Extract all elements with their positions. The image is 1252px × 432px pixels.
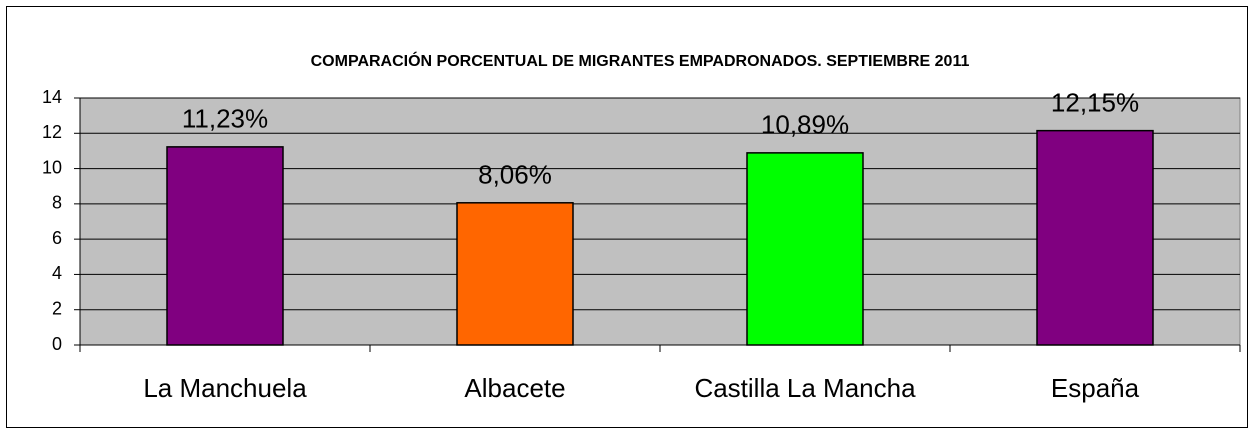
y-tick-label: 8 xyxy=(52,193,62,213)
y-tick-label: 14 xyxy=(42,87,62,107)
x-tick-label: Castilla La Mancha xyxy=(694,373,916,403)
chart-title: COMPARACIÓN PORCENTUAL DE MIGRANTES EMPA… xyxy=(311,51,970,70)
value-label: 8,06% xyxy=(478,160,552,190)
y-tick-label: 0 xyxy=(52,334,62,354)
y-tick-label: 12 xyxy=(42,122,62,142)
bar xyxy=(166,146,284,346)
y-tick-label: 2 xyxy=(52,298,62,318)
bar xyxy=(456,202,574,346)
x-tick-label: Albacete xyxy=(464,373,565,403)
x-tick-label: La Manchuela xyxy=(143,373,307,403)
y-tick-label: 10 xyxy=(42,157,62,177)
x-tick-label: España xyxy=(1051,373,1140,403)
value-label: 12,15% xyxy=(1051,88,1139,118)
y-tick-label: 6 xyxy=(52,228,62,248)
value-label: 10,89% xyxy=(761,110,849,140)
value-label: 11,23% xyxy=(182,104,268,134)
bar xyxy=(1036,129,1154,346)
bar xyxy=(746,152,864,346)
y-tick-label: 4 xyxy=(52,263,62,283)
